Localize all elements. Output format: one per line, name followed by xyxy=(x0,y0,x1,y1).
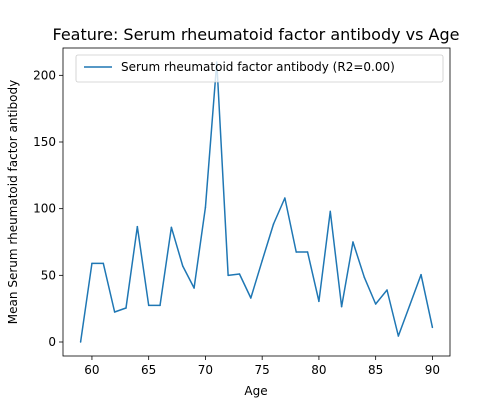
data-point xyxy=(340,305,343,308)
y-tick-label: 0 xyxy=(48,335,56,349)
data-point xyxy=(238,273,241,275)
data-point xyxy=(250,297,252,299)
data-point xyxy=(329,210,332,213)
plot-area xyxy=(63,48,450,356)
data-point xyxy=(408,304,411,307)
data-point xyxy=(284,197,286,199)
data-point xyxy=(204,206,207,209)
data-point xyxy=(306,251,309,253)
data-point xyxy=(272,223,275,225)
y-tick-label: 150 xyxy=(33,135,56,149)
data-point xyxy=(227,274,229,277)
data-point xyxy=(79,341,82,343)
data-point xyxy=(431,326,434,329)
x-tick-label: 85 xyxy=(368,363,383,377)
x-tick-label: 75 xyxy=(255,363,270,377)
data-point xyxy=(352,241,354,243)
data-point xyxy=(193,287,195,289)
data-point xyxy=(318,300,320,303)
data-point xyxy=(295,251,297,253)
x-tick-label: 80 xyxy=(311,363,326,377)
data-point xyxy=(113,311,116,313)
y-axis-ticks: 0 50 100 150 200 xyxy=(33,68,63,349)
legend-box xyxy=(75,54,444,83)
data-point xyxy=(363,276,366,279)
data-point xyxy=(420,273,422,276)
data-point xyxy=(397,335,400,337)
data-point xyxy=(261,259,263,262)
x-axis-ticks: 60 65 70 75 80 85 90 xyxy=(84,356,440,377)
data-point xyxy=(136,225,139,228)
series-line xyxy=(79,61,434,343)
data-point xyxy=(147,304,150,307)
chart-title: Feature: Serum rheumatoid factor antibod… xyxy=(52,25,459,44)
series-layer xyxy=(79,61,434,343)
y-tick-label: 100 xyxy=(33,202,56,216)
data-point xyxy=(170,226,173,229)
legend-label: Serum rheumatoid factor antibody (R2=0.0… xyxy=(121,60,395,74)
x-tick-label: 60 xyxy=(84,363,99,377)
data-point xyxy=(102,262,105,265)
data-point xyxy=(181,265,184,267)
x-axis-label: Age xyxy=(244,384,267,398)
x-tick-label: 65 xyxy=(141,363,156,377)
data-point xyxy=(125,307,127,309)
y-tick-label: 50 xyxy=(41,268,56,282)
data-point xyxy=(374,303,377,305)
y-tick-label: 200 xyxy=(33,68,56,82)
y-axis-label: Mean Serum rheumatoid factor antibody xyxy=(6,80,20,324)
x-tick-label: 90 xyxy=(425,363,440,377)
legend: Serum rheumatoid factor antibody (R2=0.0… xyxy=(75,54,444,83)
plot-frame xyxy=(62,47,451,357)
data-point xyxy=(386,289,388,291)
data-point xyxy=(159,304,161,307)
x-tick-label: 70 xyxy=(198,363,213,377)
data-point xyxy=(91,262,93,265)
